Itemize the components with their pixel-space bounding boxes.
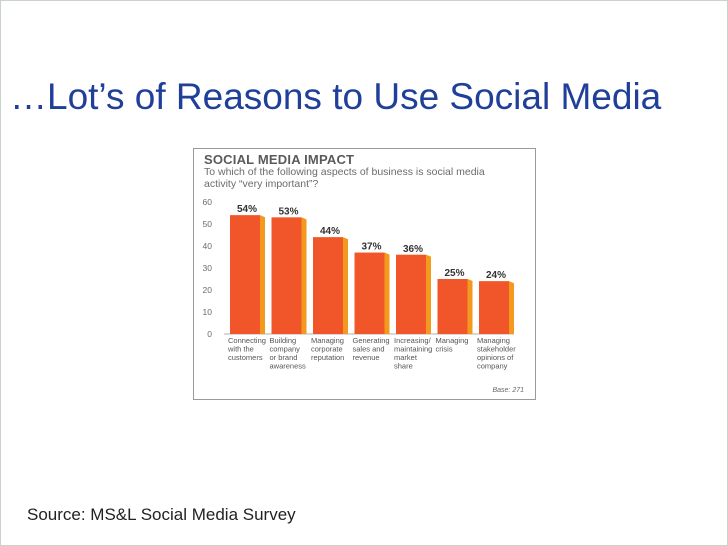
bar-side <box>384 252 390 334</box>
data-label: 54% <box>237 204 257 215</box>
bar-side <box>343 237 348 334</box>
data-label: 37% <box>361 242 381 253</box>
category-label: reputation <box>311 353 344 362</box>
bar-side <box>426 254 431 334</box>
category-label: company <box>477 362 508 371</box>
data-label: 44% <box>320 226 340 237</box>
category-label: share <box>394 362 413 371</box>
bar-side <box>260 215 265 334</box>
bar-side <box>467 279 473 334</box>
bar <box>354 252 385 334</box>
category-label: opinions of <box>477 353 514 362</box>
category-label: with the <box>227 345 254 354</box>
bar <box>313 237 343 334</box>
category-label: Connecting <box>228 336 266 345</box>
y-tick-label: 40 <box>203 241 213 251</box>
chart-title: SOCIAL MEDIA IMPACT <box>204 152 355 167</box>
y-tick-label: 50 <box>203 219 213 229</box>
chart-subtitle: To which of the following aspects of bus… <box>204 166 485 190</box>
base-note: Base: 271 <box>492 387 524 394</box>
category-label: Managing <box>311 336 344 345</box>
bar <box>271 217 302 334</box>
y-tick-label: 60 <box>203 197 213 207</box>
category-label: Managing <box>477 336 510 345</box>
y-tick-label: 0 <box>207 329 212 339</box>
category-label: Generating <box>353 336 390 345</box>
bar-side <box>301 217 307 334</box>
data-label: 25% <box>444 268 464 279</box>
y-tick-label: 20 <box>203 285 213 295</box>
bar <box>396 254 426 334</box>
data-label: 36% <box>403 244 423 255</box>
category-label: crisis <box>436 345 453 354</box>
category-label: Building <box>270 336 297 345</box>
chart-panel: SOCIAL MEDIA IMPACT To which of the foll… <box>193 148 536 400</box>
data-label: 24% <box>486 270 506 281</box>
data-label: 53% <box>278 206 298 217</box>
category-label: or brand <box>270 353 298 362</box>
y-tick-label: 10 <box>203 307 213 317</box>
slide-title: …Lot’s of Reasons to Use Social Media <box>10 76 662 117</box>
category-label: awareness <box>270 362 307 371</box>
category-label: company <box>270 345 301 354</box>
category-label: stakeholder <box>477 345 516 354</box>
category-label: market <box>394 353 418 362</box>
category-label: sales and <box>353 345 385 354</box>
y-tick-label: 30 <box>203 263 213 273</box>
bar-side <box>509 281 514 334</box>
bar <box>437 279 468 334</box>
category-label: Increasing/ <box>394 336 432 345</box>
category-label: maintaining <box>394 345 432 354</box>
category-label: customers <box>228 353 263 362</box>
bar <box>230 215 260 334</box>
source-note: Source: MS&L Social Media Survey <box>27 505 296 524</box>
category-label: revenue <box>353 353 380 362</box>
bar <box>479 281 509 334</box>
category-label: Managing <box>436 336 469 345</box>
category-label: corporate <box>311 345 343 354</box>
